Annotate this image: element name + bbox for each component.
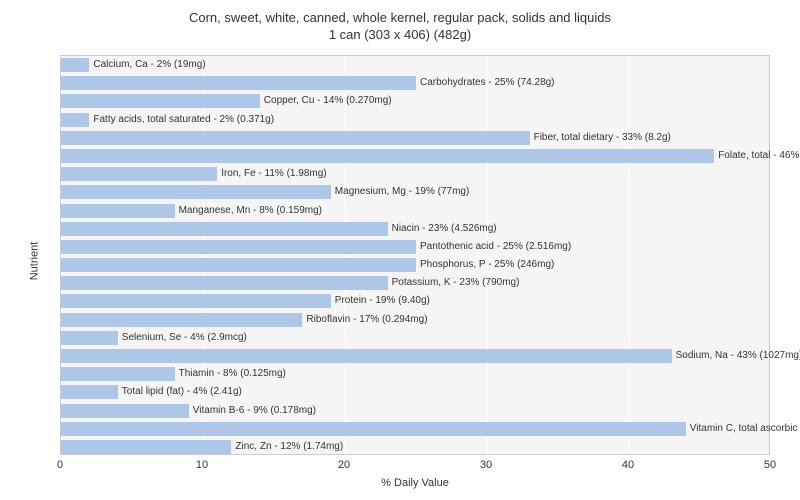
x-tick-label: 10: [196, 459, 208, 471]
bar: [61, 185, 331, 199]
x-axis-label: % Daily Value: [381, 477, 449, 489]
bar-label: Magnesium, Mg - 19% (77mg): [331, 185, 470, 199]
x-tick-label: 0: [57, 459, 63, 471]
bar: [61, 113, 89, 127]
gridline: [629, 56, 630, 454]
x-tick-label: 30: [480, 459, 492, 471]
bar-label: Vitamin B-6 - 9% (0.178mg): [189, 404, 316, 418]
chart-title: Corn, sweet, white, canned, whole kernel…: [0, 0, 800, 44]
bar-label: Copper, Cu - 14% (0.270mg): [260, 94, 392, 108]
bar-label: Riboflavin - 17% (0.294mg): [302, 313, 427, 327]
bar: [61, 313, 302, 327]
bar-label: Thiamin - 8% (0.125mg): [175, 367, 286, 381]
bar: [61, 404, 189, 418]
bar: [61, 240, 416, 254]
nutrient-chart: Corn, sweet, white, canned, whole kernel…: [0, 0, 800, 500]
bar: [61, 367, 175, 381]
bar: [61, 331, 118, 345]
gridline: [487, 56, 488, 454]
bar-label: Potassium, K - 23% (790mg): [388, 276, 520, 290]
bar: [61, 422, 686, 436]
plot-area: Calcium, Ca - 2% (19mg) Carbohydrates - 2…: [60, 55, 770, 455]
gridline: [771, 56, 772, 454]
chart-title-line1: Corn, sweet, white, canned, whole kernel…: [0, 10, 800, 27]
bar-label: Total lipid (fat) - 4% (2.41g): [118, 385, 242, 399]
bar-label: Folate, total - 46% (183mcg): [714, 149, 800, 163]
bar-label: Niacin - 23% (4.526mg): [388, 222, 497, 236]
x-tick-label: 20: [338, 459, 350, 471]
gridline: [345, 56, 346, 454]
bar-label: Pantothenic acid - 25% (2.516mg): [416, 240, 571, 254]
bar: [61, 294, 331, 308]
bar-label: Fatty acids, total saturated - 2% (0.371…: [89, 113, 274, 127]
bar: [61, 385, 118, 399]
bar-label: Sodium, Na - 43% (1027mg): [672, 349, 800, 363]
bar-label: Calcium, Ca - 2% (19mg): [89, 58, 205, 72]
bar-label: Phosphorus, P - 25% (246mg): [416, 258, 554, 272]
chart-title-line2: 1 can (303 x 406) (482g): [0, 27, 800, 44]
x-tick-label: 40: [622, 459, 634, 471]
bar: [61, 349, 672, 363]
bar-label: Selenium, Se - 4% (2.9mcg): [118, 331, 247, 345]
bar-label: Iron, Fe - 11% (1.98mg): [217, 167, 326, 181]
bar-label: Fiber, total dietary - 33% (8.2g): [530, 131, 671, 145]
bar-label: Manganese, Mn - 8% (0.159mg): [175, 204, 322, 218]
bar-label: Carbohydrates - 25% (74.28g): [416, 76, 555, 90]
bar: [61, 204, 175, 218]
bar: [61, 94, 260, 108]
bar: [61, 167, 217, 181]
bar: [61, 149, 714, 163]
bar: [61, 58, 89, 72]
bar-label: Zinc, Zn - 12% (1.74mg): [231, 440, 343, 454]
bar: [61, 258, 416, 272]
bar: [61, 76, 416, 90]
bar-label: Protein - 19% (9.40g): [331, 294, 430, 308]
y-axis-label: Nutrient: [28, 242, 40, 281]
bar: [61, 131, 530, 145]
bar: [61, 222, 388, 236]
bar: [61, 440, 231, 454]
bar: [61, 276, 388, 290]
bar-label: Vitamin C, total ascorbic acid - 44% (26…: [686, 422, 800, 436]
x-tick-label: 50: [764, 459, 776, 471]
